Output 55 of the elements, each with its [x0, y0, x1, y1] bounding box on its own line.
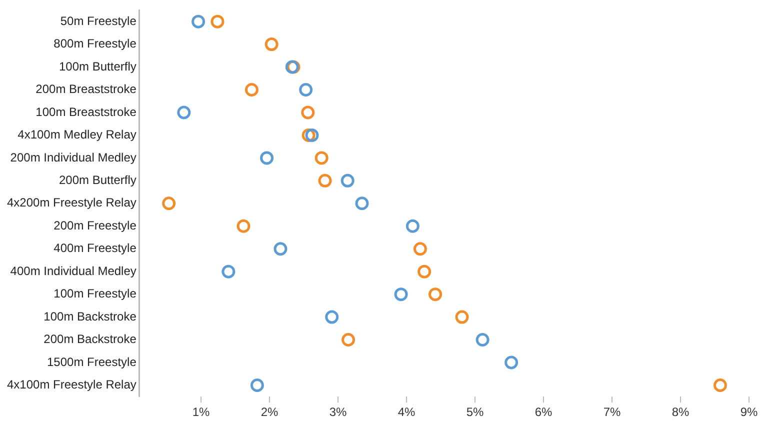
point — [394, 288, 408, 302]
y-tick-label: 100m Backstroke — [44, 309, 137, 324]
y-tick-label: 4x100m Freestyle Relay — [6, 378, 136, 392]
y-tick-label: 200m Breaststroke — [36, 82, 137, 96]
x-tick-label: 5% — [466, 405, 484, 420]
y-tick-label: 200m Backstroke — [44, 332, 137, 346]
x-tick-label: 7% — [603, 405, 622, 420]
y-tick-label: 800m Freestyle — [54, 36, 137, 51]
point — [342, 333, 356, 347]
x-tick-label: 3% — [329, 405, 348, 420]
point — [428, 288, 442, 302]
point — [210, 14, 224, 28]
y-tick-label: 100m Freestyle — [54, 286, 137, 301]
point — [355, 196, 369, 210]
point — [244, 83, 258, 97]
y-tick-label: 100m Butterfly — [59, 59, 136, 74]
y-tick-label: 200m Individual Medley — [10, 150, 136, 164]
point — [504, 356, 518, 370]
point — [413, 242, 427, 256]
y-tick-label: 200m Freestyle — [54, 218, 137, 232]
x-tick-label: 6% — [534, 405, 553, 420]
x-tick-label: 8% — [672, 405, 690, 420]
point — [222, 264, 236, 278]
point — [406, 219, 420, 233]
y-tick-label: 4x200m Freestyle Relay — [6, 196, 136, 210]
point — [318, 174, 332, 188]
point — [299, 83, 313, 97]
point — [340, 174, 354, 188]
y-tick-label: 100m Breaststroke — [36, 104, 137, 119]
point — [301, 106, 315, 120]
point — [264, 38, 278, 52]
x-tick-label: 9% — [740, 405, 758, 420]
point — [274, 242, 288, 256]
y-tick-label: 1500m Freestyle — [47, 354, 137, 369]
point — [455, 310, 469, 324]
point — [713, 378, 727, 392]
x-tick-label: 1% — [192, 405, 210, 420]
x-tick-label: 2% — [260, 405, 279, 420]
point — [418, 264, 432, 278]
point — [476, 333, 490, 347]
point — [325, 310, 339, 324]
y-tick-label: 400m Freestyle — [54, 241, 137, 256]
y-tick-label: 4x100m Medley Relay — [18, 128, 136, 142]
point — [314, 151, 328, 165]
y-tick-label: 400m Individual Medley — [10, 264, 136, 278]
point — [250, 378, 264, 392]
point — [192, 14, 206, 28]
y-tick-label: 50m Freestyle — [60, 14, 137, 28]
point — [305, 128, 319, 142]
point — [162, 196, 176, 210]
x-tick-label: 4% — [398, 405, 416, 420]
point — [177, 106, 191, 120]
point — [260, 151, 274, 165]
point — [236, 219, 250, 233]
y-tick-label: 200m Butterfly — [59, 172, 136, 187]
